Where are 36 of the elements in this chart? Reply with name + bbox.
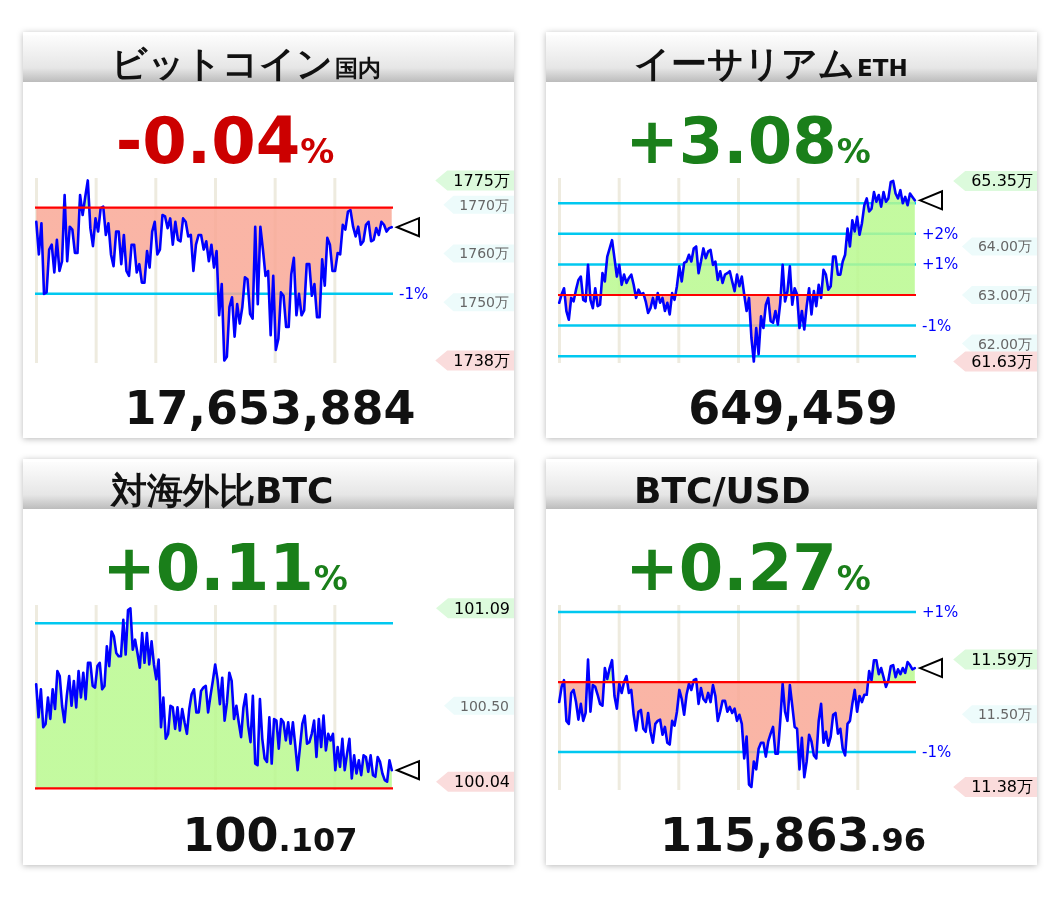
y-tick-label: 61.63万 bbox=[971, 352, 1033, 372]
y-tick-label: 101.09 bbox=[454, 598, 510, 618]
text: -1% bbox=[399, 284, 429, 303]
y-tick-label: 62.00万 bbox=[977, 335, 1032, 352]
ref-line-label: +2% bbox=[922, 224, 959, 243]
y-tick-label: 11.50万 bbox=[977, 706, 1032, 723]
chart-subtitle: 国内 bbox=[335, 55, 381, 81]
annotation: -0.04% bbox=[115, 104, 335, 178]
ref-line-label: +1% bbox=[922, 255, 959, 274]
chart-title: 対海外比BTC bbox=[110, 470, 334, 511]
y-tick-label: 1738万 bbox=[453, 351, 510, 371]
y-tick-label: 1750万 bbox=[459, 294, 509, 311]
y-tick-label: 100.04 bbox=[454, 772, 510, 792]
annotation: +0.27% bbox=[625, 531, 871, 605]
annotation: +0.11% bbox=[102, 531, 348, 605]
text: 100.107 bbox=[182, 808, 358, 862]
chart-title: イーサリアム bbox=[634, 43, 855, 84]
y-tick-label: 1760万 bbox=[459, 245, 509, 262]
ref-line-label: -1% bbox=[922, 743, 952, 762]
y-tick-label: 65.35万 bbox=[971, 171, 1033, 191]
ref-line-label: -1% bbox=[922, 316, 952, 335]
y-tick-label: 63.00万 bbox=[977, 287, 1032, 304]
chart-title: ビットコイン bbox=[111, 43, 333, 84]
y-tick-label: 64.00万 bbox=[977, 238, 1032, 255]
text: 649,459 bbox=[688, 381, 898, 435]
y-tick-label: 1775万 bbox=[453, 170, 510, 190]
chart-subtitle: ETH bbox=[857, 55, 908, 81]
y-tick-label: 11.38万 bbox=[971, 777, 1033, 797]
text: 17,653,884 bbox=[124, 381, 416, 435]
annotation: +3.08% bbox=[625, 104, 871, 178]
chart-title: BTC/USD bbox=[634, 470, 811, 511]
ref-line-label: +1% bbox=[922, 602, 959, 621]
text: 115,863.96 bbox=[659, 808, 927, 862]
y-tick-label: 11.59万 bbox=[971, 650, 1033, 670]
y-tick-label: 100.50 bbox=[460, 697, 509, 714]
y-tick-label: 1770万 bbox=[459, 196, 509, 213]
